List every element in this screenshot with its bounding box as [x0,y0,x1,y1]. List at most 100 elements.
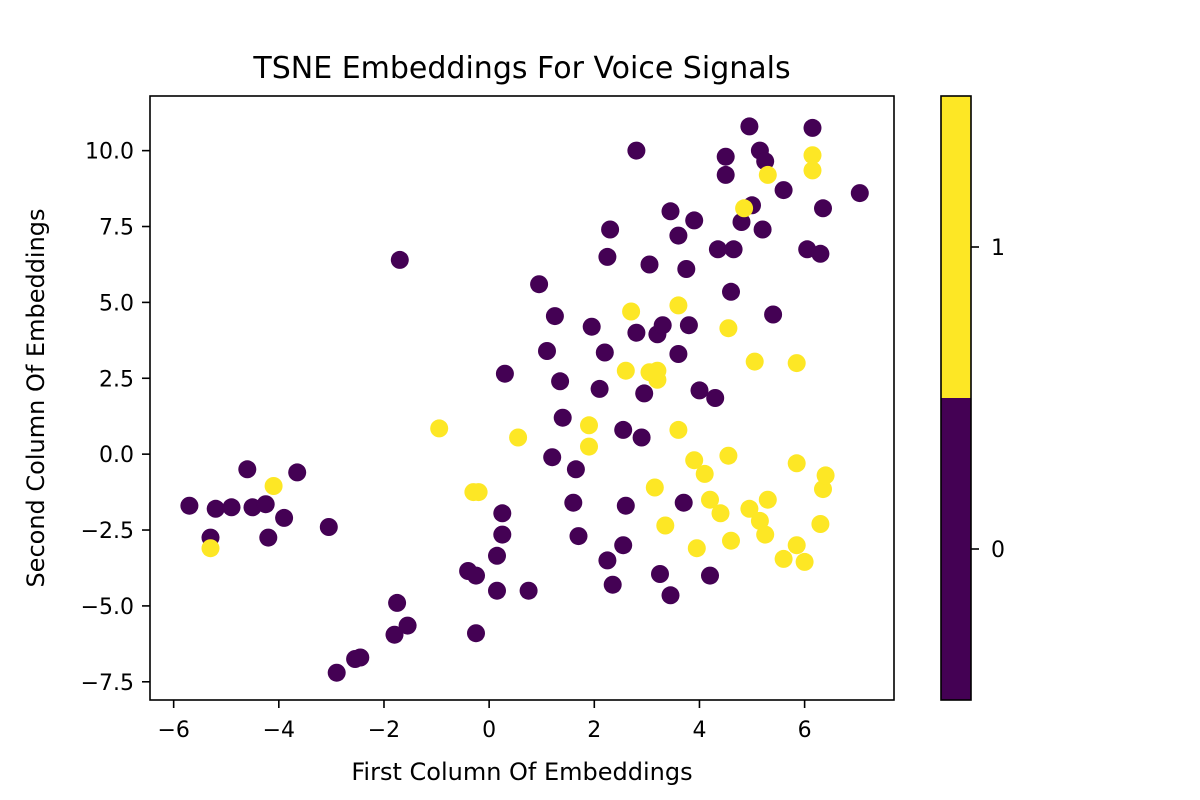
point-class-0 [685,211,704,230]
x-tick-label: −6 [157,718,189,743]
y-tick-label: −7.5 [81,671,134,696]
point-class-1 [656,516,675,535]
point-class-0 [669,345,688,363]
y-tick-label: 7.5 [99,216,134,241]
point-class-0 [651,565,669,583]
point-class-0 [632,428,651,447]
point-class-0 [756,152,775,171]
point-class-0 [327,663,346,682]
point-class-0 [732,213,751,231]
point-class-0 [495,364,514,383]
point-class-0 [259,528,278,547]
point-class-0 [319,518,338,536]
x-axis: −6 −4 −2 0 2 4 6 [157,700,812,743]
point-class-1 [645,478,664,497]
data-points [180,117,869,682]
x-tick-label: 0 [482,718,496,743]
point-class-0 [222,498,241,517]
x-tick-label: 2 [587,718,601,743]
point-class-1 [580,416,598,435]
point-class-0 [467,624,485,643]
x-tick-label: 6 [798,718,812,743]
point-class-0 [674,493,693,512]
point-class-1 [722,531,740,550]
point-class-0 [701,566,719,585]
point-class-0 [616,496,635,515]
point-class-1 [803,146,822,165]
point-class-0 [811,244,830,263]
y-axis: −7.5 −5.0 −2.5 0.0 2.5 5.0 7.5 10.0 [81,140,150,696]
point-class-0 [519,581,538,600]
point-class-0 [566,460,585,479]
point-class-1 [616,361,635,380]
point-class-0 [603,575,622,594]
colorbar-tick-label: 0 [991,538,1005,563]
y-tick-label: 2.5 [99,367,134,392]
colorbar-segment-1 [941,96,971,398]
point-class-1 [669,420,688,439]
point-class-0 [388,593,407,612]
point-class-0 [708,240,727,259]
point-class-0 [679,316,698,335]
point-class-0 [543,448,562,467]
point-class-0 [803,118,822,137]
point-class-1 [795,552,814,571]
point-class-0 [553,408,572,427]
point-class-1 [648,361,667,380]
point-class-0 [238,460,257,479]
colorbar-frame [940,95,972,701]
point-class-0 [530,275,549,294]
point-class-0 [351,648,370,667]
point-class-0 [598,247,617,266]
plot-area [149,95,895,701]
point-class-0 [669,226,688,245]
point-class-0 [661,586,680,605]
point-class-0 [635,384,654,403]
point-class-1 [469,483,488,502]
point-class-1 [816,466,835,485]
point-class-1 [719,446,738,465]
point-class-0 [256,495,275,514]
point-class-0 [653,316,672,335]
point-class-1 [719,319,738,338]
point-class-0 [493,525,512,544]
point-class-1 [740,499,759,518]
point-class-1 [711,504,730,523]
point-class-0 [545,307,564,326]
point-class-0 [640,255,659,274]
point-class-0 [706,389,725,407]
point-class-0 [564,493,583,512]
point-class-0 [814,199,832,218]
point-class-0 [398,616,417,635]
point-class-1 [201,539,220,558]
point-class-0 [390,250,409,269]
point-class-0 [716,147,735,166]
point-class-0 [614,420,633,439]
point-class-1 [580,437,598,456]
point-class-1 [701,490,719,509]
x-tick-label: 4 [692,718,706,743]
point-class-1 [756,525,775,544]
point-class-0 [716,165,735,184]
point-class-1 [803,161,822,180]
point-class-0 [627,323,646,342]
point-class-0 [488,546,506,565]
x-axis-label: First Column Of Embeddings [351,758,692,786]
point-class-0 [661,202,680,221]
point-class-0 [288,463,307,482]
y-tick-label: 5.0 [99,291,134,316]
point-class-0 [724,240,743,259]
point-class-0 [764,305,783,324]
point-class-1 [735,199,754,218]
point-class-0 [690,381,709,400]
point-class-1 [758,490,777,509]
colorbar-tick-label: 1 [991,236,1005,261]
x-tick-label: −4 [263,718,295,743]
point-class-0 [598,551,617,570]
point-class-0 [488,581,506,600]
point-class-1 [787,536,806,555]
point-class-1 [745,352,764,371]
point-class-1 [750,511,769,530]
